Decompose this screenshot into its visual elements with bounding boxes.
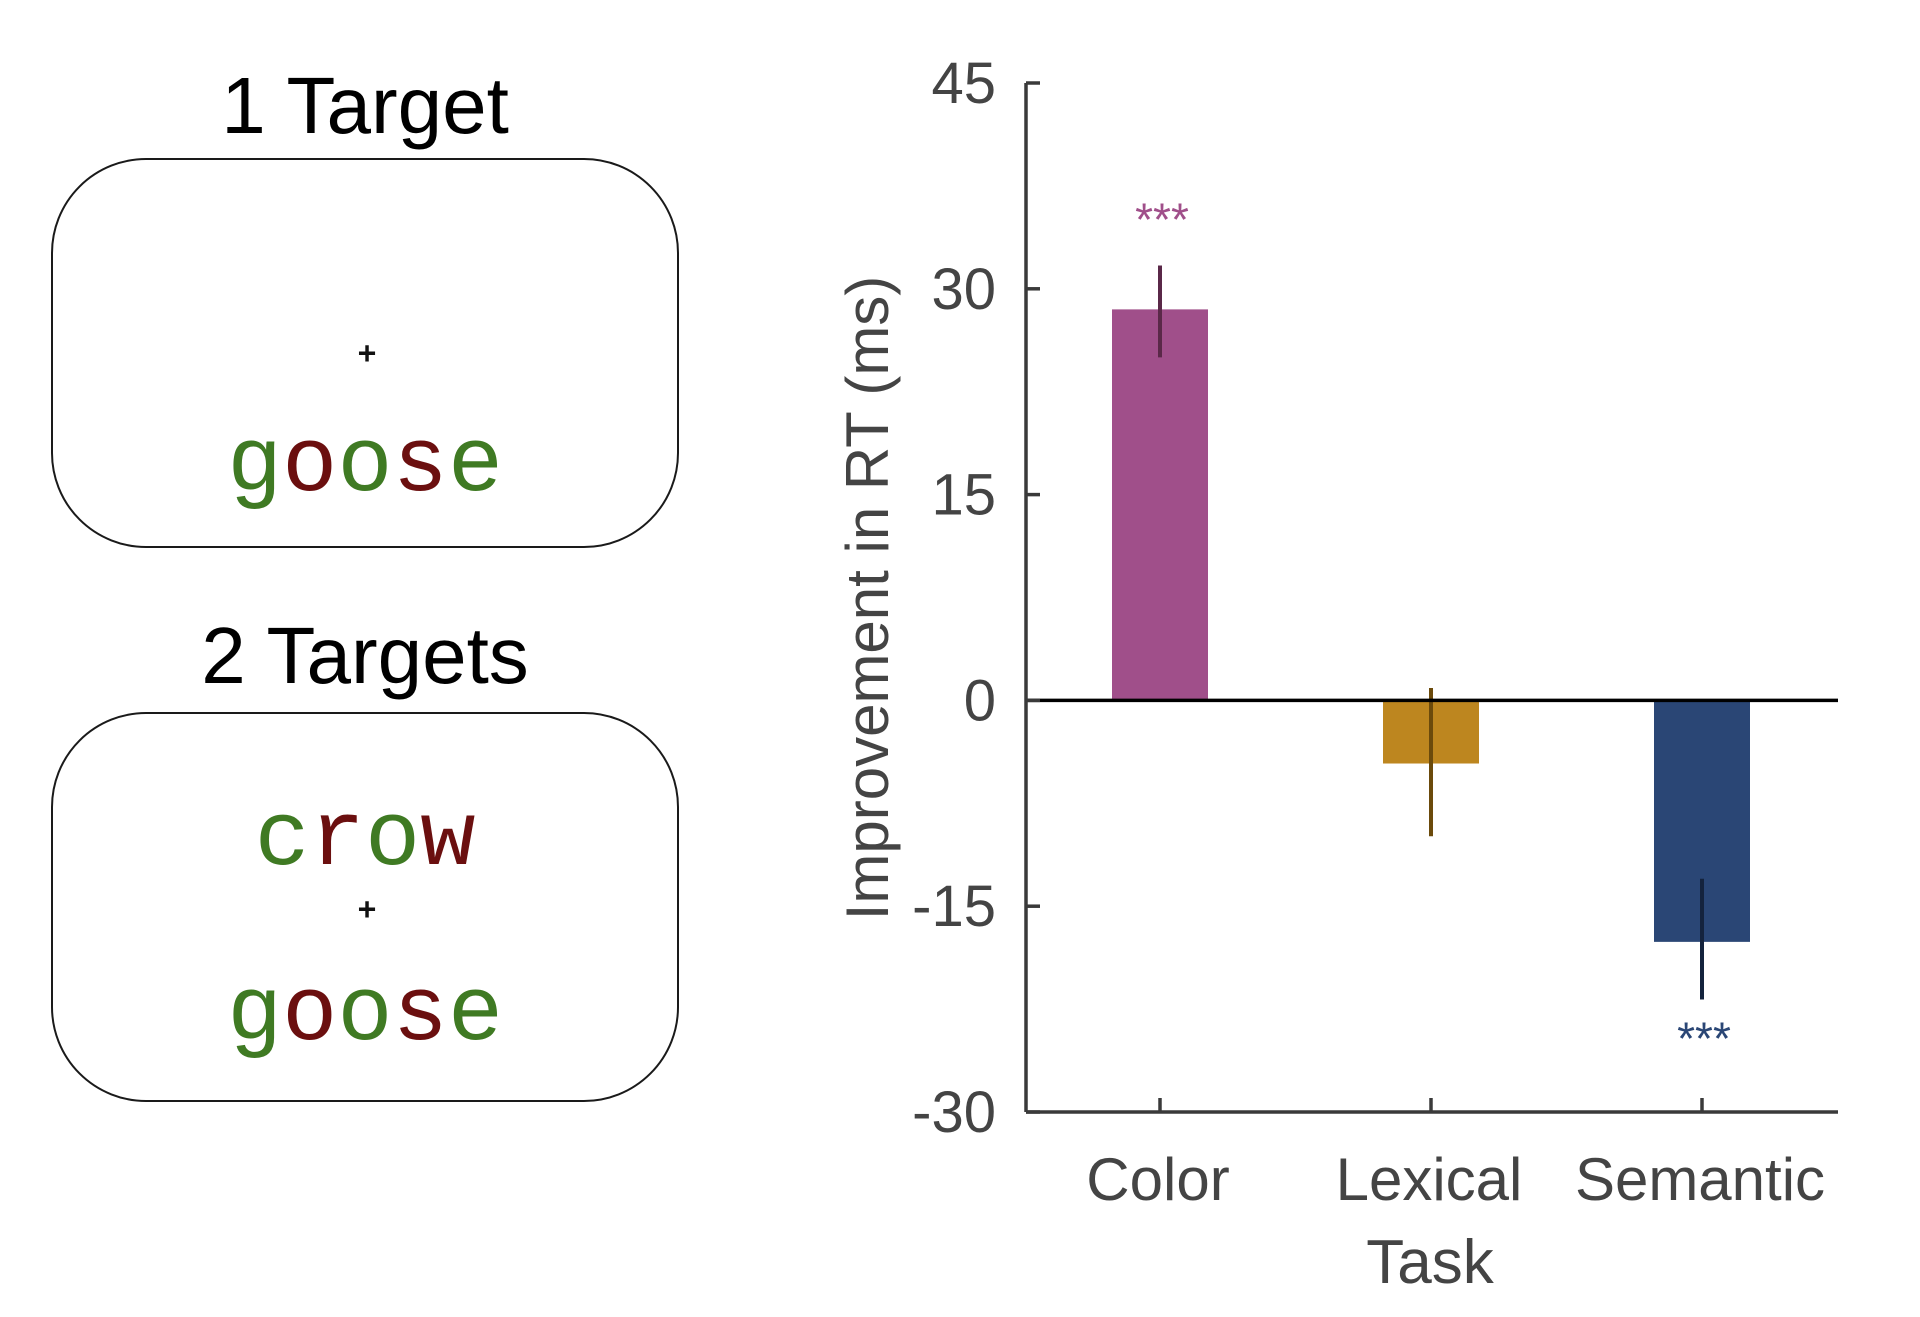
y-tick-label: -15 bbox=[912, 874, 996, 939]
word-letter: e bbox=[447, 413, 504, 518]
y-tick-label: 30 bbox=[931, 257, 996, 322]
bar-color bbox=[1112, 309, 1208, 701]
word-letter: o bbox=[337, 413, 393, 518]
word-letter: e bbox=[447, 962, 504, 1067]
y-tick-label: 45 bbox=[931, 51, 996, 116]
fixation-cross: + bbox=[357, 336, 377, 371]
word-letter: s bbox=[392, 962, 448, 1067]
x-tick-label: Color bbox=[1086, 1146, 1229, 1213]
word-letter: o bbox=[337, 962, 393, 1067]
y-tick-label: 15 bbox=[931, 463, 996, 528]
word-letter: w bbox=[420, 787, 476, 892]
two-targets-title: 2 Targets bbox=[201, 611, 529, 700]
target-word: goose bbox=[53, 420, 677, 512]
y-axis-label: Improvement in RT (ms) bbox=[834, 276, 901, 921]
word-letter: o bbox=[365, 787, 421, 892]
x-axis-label: Task bbox=[1366, 1228, 1494, 1297]
word-letter: o bbox=[282, 962, 338, 1067]
one-target-display: + goose bbox=[51, 158, 679, 548]
target-word-top: crow bbox=[53, 794, 677, 886]
word-letter: s bbox=[392, 413, 448, 518]
target-word-bottom: goose bbox=[53, 969, 677, 1061]
significance-marker: *** bbox=[1677, 1012, 1731, 1064]
significance-marker: *** bbox=[1135, 193, 1189, 245]
word-letter: g bbox=[226, 413, 283, 518]
x-tick-label: Semantic bbox=[1575, 1146, 1825, 1213]
y-tick-label: -30 bbox=[912, 1080, 996, 1145]
two-targets-display: crow + goose bbox=[51, 712, 679, 1102]
word-letter: c bbox=[254, 787, 310, 892]
one-target-title: 1 Target bbox=[221, 61, 509, 150]
y-tick-label: 0 bbox=[964, 668, 996, 733]
x-tick-label: Lexical bbox=[1336, 1146, 1523, 1213]
word-letter: r bbox=[309, 787, 365, 892]
word-letter: g bbox=[226, 962, 283, 1067]
word-letter: o bbox=[282, 413, 338, 518]
fixation-cross: + bbox=[357, 892, 377, 927]
